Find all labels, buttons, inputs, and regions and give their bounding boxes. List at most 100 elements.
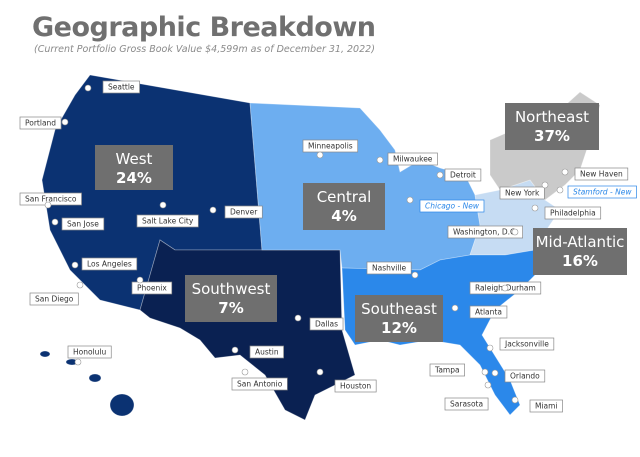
city-marker [231, 346, 239, 354]
subtitle: (Current Portfolio Gross Book Value $4,5… [34, 44, 375, 55]
city-marker [71, 261, 79, 269]
city-marker [484, 381, 492, 389]
city-label-box [529, 399, 563, 413]
city-label: Chicago - New [425, 202, 480, 211]
city-marker [76, 281, 84, 289]
region-name: Southwest [192, 280, 271, 298]
city-marker [61, 118, 69, 126]
city-marker [74, 358, 82, 366]
city-label-box [469, 305, 508, 319]
city-label: New York [505, 189, 540, 198]
city-label: Stamford - New [573, 188, 632, 197]
city-label-box [309, 317, 344, 331]
city-label-box [302, 139, 359, 153]
city-marker [209, 206, 217, 214]
city-marker [159, 201, 167, 209]
city-marker [531, 204, 539, 212]
city-marker [376, 156, 384, 164]
region-share: 12% [381, 319, 417, 337]
city-label-box [447, 225, 523, 239]
region-share: 24% [116, 169, 152, 187]
city-label: Orlando [510, 372, 540, 381]
city-label: Sarasota [450, 400, 483, 409]
region-share: 37% [534, 127, 570, 145]
city-marker [561, 168, 569, 176]
city-label-box [366, 261, 412, 275]
region-box [355, 295, 443, 342]
city-marker [511, 228, 519, 236]
city-label: Portland [25, 119, 56, 128]
city-marker [486, 344, 494, 352]
city-marker [136, 276, 144, 284]
region-share: 4% [331, 207, 356, 225]
city-label-box [19, 116, 62, 130]
city-marker [316, 151, 324, 159]
city-marker [44, 201, 52, 209]
city-label-box [387, 152, 438, 166]
city-marker [491, 369, 499, 377]
hawaii-island [109, 393, 135, 417]
city-label: Jacksonville [504, 340, 549, 349]
region-name: Southeast [361, 300, 437, 318]
region-name: Mid-Atlantic [536, 233, 625, 251]
city-label-box [131, 281, 173, 295]
city-label-box [544, 206, 602, 220]
city-label-box [429, 363, 465, 377]
city-label: Washington, D.C. [453, 228, 518, 237]
region-box [303, 183, 385, 230]
region-box [95, 145, 173, 190]
city-label-box [224, 205, 263, 219]
city-label: Salt Lake City [142, 217, 194, 226]
city-label: Honolulu [73, 348, 106, 357]
title: Geographic Breakdown [32, 12, 376, 43]
city-label-box [249, 345, 284, 359]
city-marker [451, 304, 459, 312]
city-label: Seattle [108, 83, 135, 92]
city-label: Atlanta [475, 308, 502, 317]
city-label: Detroit [450, 171, 476, 180]
city-label: Phoenix [137, 284, 167, 293]
city-label: San Francisco [25, 195, 77, 204]
region-box [533, 228, 627, 275]
city-label: Minneapolis [308, 142, 353, 151]
city-label-box [574, 167, 629, 181]
city-marker [501, 284, 509, 292]
city-label-box [504, 369, 546, 383]
city-label: Dallas [315, 320, 338, 329]
city-marker [294, 314, 302, 322]
hawaii-island [39, 350, 51, 358]
region-name: Central [317, 188, 372, 206]
city-label: Nashville [372, 264, 407, 273]
city-label: Denver [230, 208, 258, 217]
region-share: 7% [218, 299, 243, 317]
city-label-box [67, 345, 112, 359]
city-label: Tampa [434, 366, 460, 375]
city-label-box [136, 214, 199, 228]
city-labels: Seattle Portland San Francisco San Jose Salt… [19, 80, 637, 413]
city-label: New Haven [580, 170, 623, 179]
city-label-box [567, 185, 637, 199]
city-label-box [102, 80, 140, 94]
city-marker [511, 396, 519, 404]
city-marker [481, 368, 489, 376]
city-label-box [444, 397, 489, 411]
region-box [505, 103, 599, 150]
city-marker [436, 171, 444, 179]
city-label-box [419, 199, 485, 213]
city-marker [541, 181, 549, 189]
city-marker [241, 368, 249, 376]
city-label-box [334, 379, 377, 393]
city-label: San Diego [35, 295, 74, 304]
region-name: West [116, 150, 153, 168]
city-marker [411, 271, 419, 279]
city-marker [51, 218, 59, 226]
city-marker [406, 196, 414, 204]
city-label-box [499, 186, 545, 200]
region-name: Northeast [515, 108, 589, 126]
city-label: San Jose [67, 220, 99, 229]
hawaii-island [88, 373, 102, 383]
region-box [185, 275, 277, 322]
city-label: San Antonio [237, 380, 283, 389]
city-label-box [61, 217, 105, 231]
